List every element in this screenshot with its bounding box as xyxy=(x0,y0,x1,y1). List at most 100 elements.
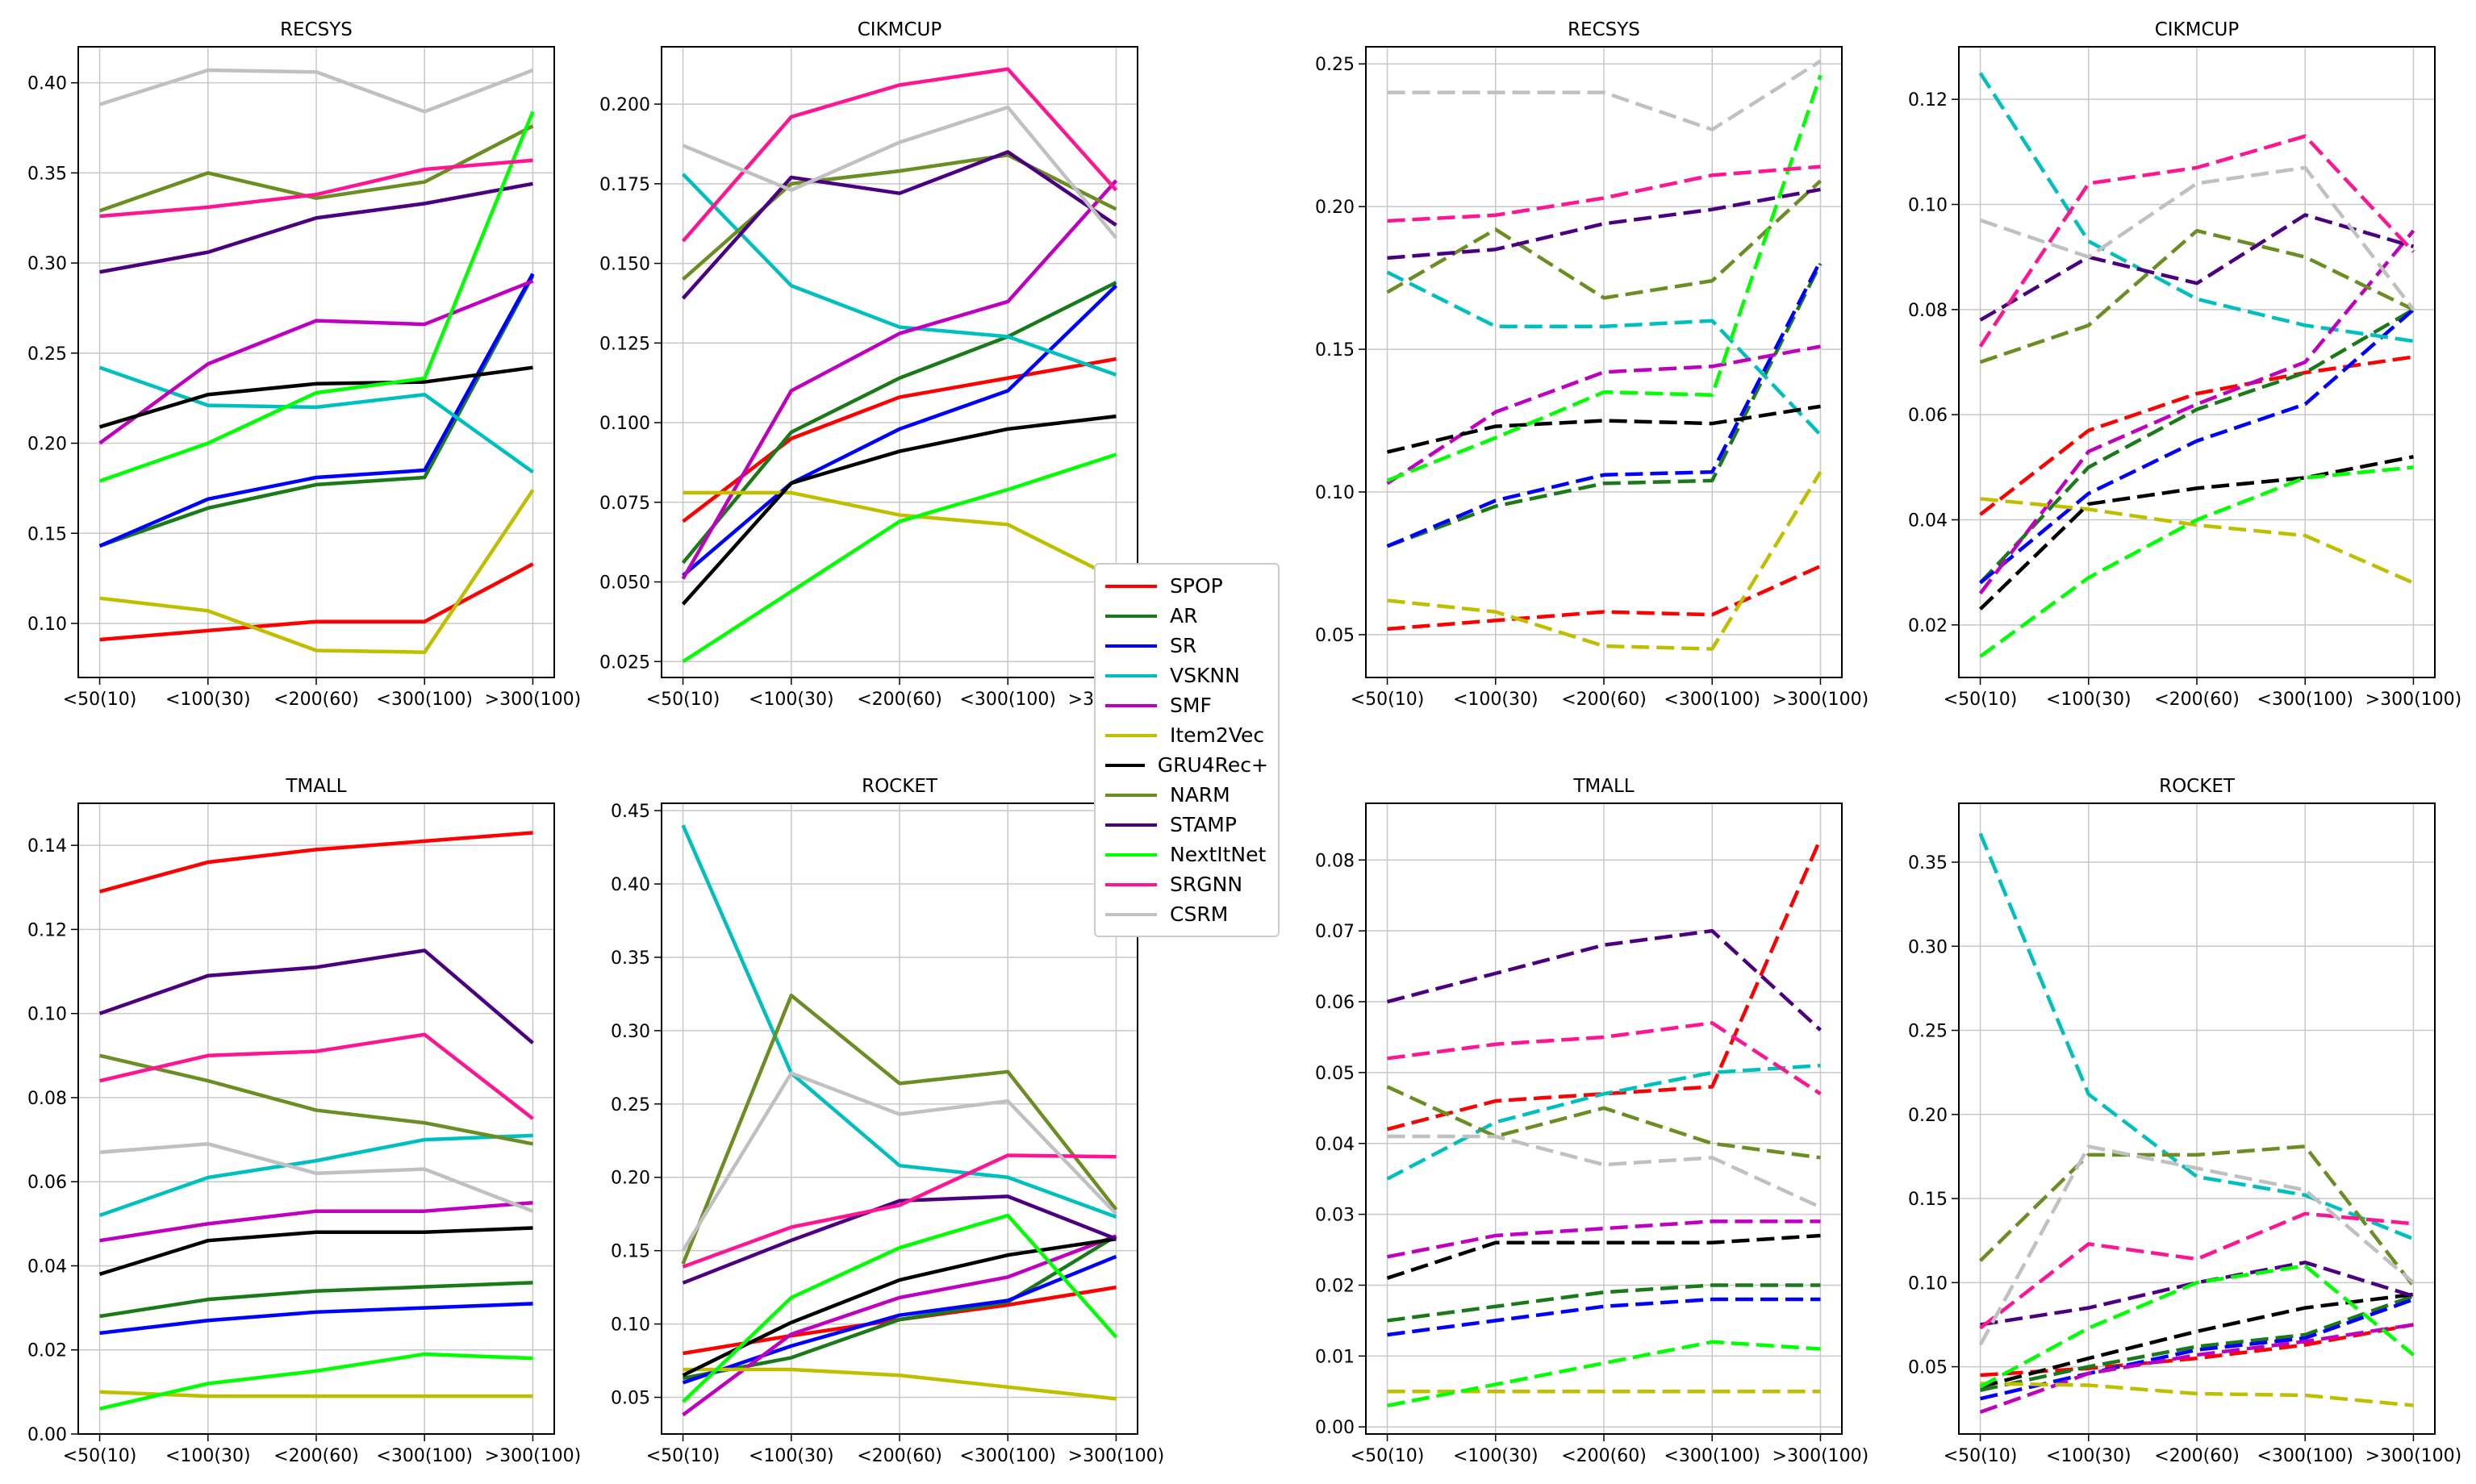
y-tick-label: 0.35 xyxy=(611,948,650,969)
x-tick-label: <100(30) xyxy=(1453,1446,1539,1466)
series-line-srgnn xyxy=(681,67,1118,243)
series-line-narm xyxy=(1979,228,2415,365)
series-line-item2vec xyxy=(683,490,1117,581)
y-tick-label: 0.45 xyxy=(611,802,650,822)
series-line-srgnn xyxy=(99,1032,534,1120)
x-tick-label: <200(60) xyxy=(2154,1446,2240,1466)
series-line-gru4rec xyxy=(1387,404,1821,454)
y-tick-label: 0.30 xyxy=(611,1022,650,1042)
series-line-narm xyxy=(1386,179,1822,300)
y-tick-label: 0.30 xyxy=(27,254,67,274)
y-tick-label: 0.200 xyxy=(599,95,650,115)
x-tick-label: <200(60) xyxy=(1561,1446,1647,1466)
x-tick-label: >300(100) xyxy=(1772,1446,1869,1466)
chart-panel-5: <50(10) <100(30) <200(60) <300(100) >300(100… xyxy=(27,776,581,1466)
x-tick-label: <50(10) xyxy=(646,690,720,710)
series-line-stamp xyxy=(98,948,534,1044)
y-tick-label: 0.15 xyxy=(27,524,67,544)
y-tick-label: 0.10 xyxy=(611,1315,650,1336)
series-line-srgnn xyxy=(99,158,533,219)
chart-title: CIKMCUP xyxy=(2155,19,2240,40)
legend-label-sr: SR xyxy=(1170,634,1197,657)
y-tick-label: 0.20 xyxy=(1315,198,1355,218)
series-line-item2vec xyxy=(1980,497,2415,585)
x-tick-label: <100(30) xyxy=(165,1446,251,1466)
series-line-item2vec xyxy=(99,1390,533,1399)
series-line-gru4rec xyxy=(1386,1233,1821,1280)
legend-entry-stamp: STAMP xyxy=(1105,810,1268,840)
x-tick-label: <300(100) xyxy=(959,690,1056,710)
series-line-csrm xyxy=(681,1071,1118,1252)
legend-entry-spop: SPOP xyxy=(1105,571,1268,601)
plot-frame xyxy=(661,802,1138,1435)
series-line-ar xyxy=(683,1234,1117,1381)
legend-entry-srgnn: SRGNN xyxy=(1105,869,1268,899)
series-line-smf xyxy=(1387,1219,1821,1259)
x-tick-label: <300(100) xyxy=(376,1446,473,1466)
legend-label-stamp: STAMP xyxy=(1170,813,1237,836)
plot-frame xyxy=(1958,802,2436,1435)
series-line-stamp xyxy=(1386,928,1822,1032)
x-tick-label: <300(100) xyxy=(2257,690,2353,710)
series-line-csrm xyxy=(1978,1144,2415,1346)
series-line-gru4rec xyxy=(1978,455,2414,611)
series-line-ar xyxy=(1978,307,2415,585)
series-line-csrm xyxy=(1387,59,1822,131)
y-tick-label: 0.025 xyxy=(599,652,650,673)
y-tick-label: 0.40 xyxy=(611,875,650,895)
legend-entry-gru4rec: GRU4Rec+ xyxy=(1105,750,1268,780)
series-line-vsknn xyxy=(98,1133,533,1218)
series-line-csrm xyxy=(99,1142,534,1213)
y-tick-label: 0.02 xyxy=(1908,616,1948,636)
series-line-item2vec xyxy=(99,489,535,654)
series-line-smf xyxy=(99,1201,533,1243)
series-line-sr xyxy=(99,1302,533,1336)
x-tick-label: <100(30) xyxy=(2046,690,2132,710)
plot-frame xyxy=(1365,46,1843,678)
y-tick-label: 0.03 xyxy=(1315,1206,1355,1226)
legend: SPOP AR SR VSKNN SMF Item2Vec GRU4Rec+ N… xyxy=(1094,563,1280,937)
chart-panel-8: <50(10) <100(30) <200(60) <300(100) >300(100… xyxy=(1908,776,2461,1466)
series-line-srgnn xyxy=(1978,134,2415,348)
y-tick-label: 0.02 xyxy=(27,1341,67,1361)
series-line-spop xyxy=(682,356,1117,523)
y-tick-label: 0.14 xyxy=(27,836,67,857)
x-tick-label: <100(30) xyxy=(749,1446,834,1466)
series-line-spop xyxy=(1979,355,2414,516)
series-line-narm xyxy=(681,993,1118,1265)
chart-title: TMALL xyxy=(285,776,346,797)
series-line-gru4rec xyxy=(681,414,1117,606)
y-tick-label: 0.05 xyxy=(1908,1358,1948,1378)
x-tick-label: <100(30) xyxy=(749,690,834,710)
legend-swatch-sr xyxy=(1105,644,1157,648)
series-line-vsknn xyxy=(1978,832,2415,1241)
series-line-ar xyxy=(1386,262,1823,548)
x-tick-label: <200(60) xyxy=(273,1446,359,1466)
series-line-csrm xyxy=(682,105,1118,240)
y-tick-label: 0.175 xyxy=(599,175,650,195)
y-tick-label: 0.35 xyxy=(27,164,67,184)
chart-panel-7: <50(10) <100(30) <200(60) <300(100) >300(100… xyxy=(1315,776,1868,1466)
y-tick-label: 0.30 xyxy=(1908,937,1948,957)
series-line-smf xyxy=(681,179,1118,580)
y-tick-label: 0.00 xyxy=(27,1425,67,1445)
x-tick-label: >300(100) xyxy=(1068,1446,1165,1466)
series-line-csrm xyxy=(1979,165,2415,311)
y-tick-label: 0.05 xyxy=(1315,626,1355,646)
legend-entry-narm: NARM xyxy=(1105,780,1268,810)
y-tick-label: 0.25 xyxy=(1908,1022,1948,1042)
legend-label-narm: NARM xyxy=(1170,783,1230,807)
series-line-sr xyxy=(682,284,1118,577)
series-line-vsknn xyxy=(681,824,1117,1219)
plot-frame xyxy=(77,802,555,1435)
y-tick-label: 0.04 xyxy=(27,1257,67,1277)
y-tick-label: 0.05 xyxy=(1315,1064,1355,1084)
legend-entry-smf: SMF xyxy=(1105,690,1268,720)
series-line-sr xyxy=(682,1254,1117,1385)
series-line-nextitnet xyxy=(1386,74,1823,482)
legend-label-srgnn: SRGNN xyxy=(1170,873,1243,896)
legend-entry-csrm: CSRM xyxy=(1105,899,1268,929)
y-tick-label: 0.06 xyxy=(1315,993,1355,1013)
y-tick-label: 0.10 xyxy=(1315,483,1355,503)
